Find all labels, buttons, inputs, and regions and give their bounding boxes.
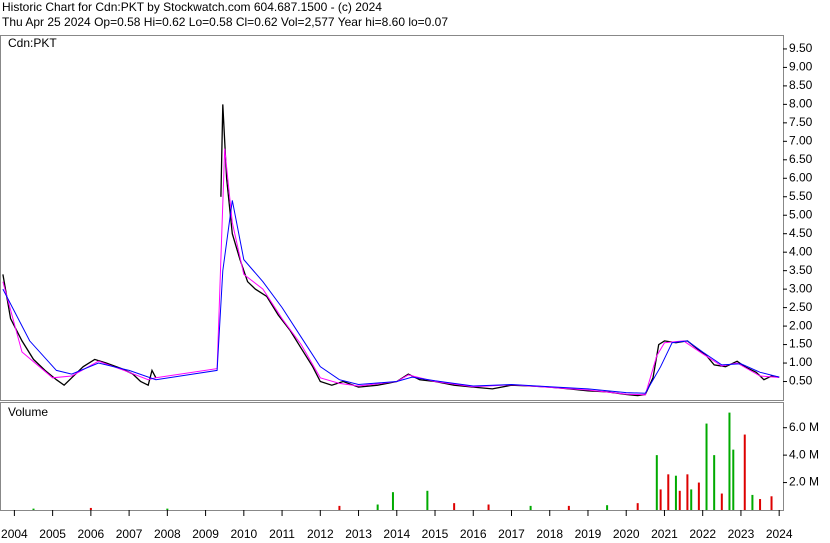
x-tick-label: 2011 [269,527,295,541]
y-tick-label: 7.00 [789,133,813,147]
volume-bar [606,505,609,510]
volume-bar [697,482,700,510]
volume-bar [453,503,456,510]
y-tick-label: 4.00 [789,244,813,258]
volume-bar [655,455,658,510]
volume-bar [391,492,394,510]
y-tick-label: 2.50 [789,300,813,314]
y-tick-label: 6.0 M [789,420,819,434]
volume-bar [89,507,92,510]
y-tick-label: 4.50 [789,226,813,240]
panel-label: Cdn:PKT [8,36,57,50]
y-tick-label: 0.50 [789,374,813,388]
x-tick-label: 2009 [192,527,219,541]
x-tick-label: 2020 [613,527,640,541]
y-tick-label: 1.00 [789,355,813,369]
x-tick-label: 2010 [230,527,257,541]
x-tick-label: 2016 [460,527,487,541]
x-tick-label: 2004 [1,527,28,541]
y-tick-label: 2.0 M [789,475,819,489]
x-tick-label: 2019 [575,527,602,541]
y-tick-label: 3.00 [789,281,813,295]
y-tick-label: 6.50 [789,152,813,166]
volume-bar [690,489,693,510]
volume-bar [636,503,639,510]
volume-bar [728,412,731,510]
volume-bar [32,508,35,510]
volume-bar [713,455,716,510]
volume-bar [567,505,570,510]
x-tick-label: 2015 [422,527,449,541]
volume-bar [376,504,379,510]
x-tick-label: 2017 [498,527,525,541]
volume-bar [751,494,754,510]
price-line [2,200,780,394]
x-tick-label: 2014 [383,527,410,541]
chart-subtitle: Thu Apr 25 2024 Op=0.58 Hi=0.62 Lo=0.58 … [2,15,448,29]
x-tick-label: 2013 [345,527,372,541]
volume-bar [487,504,490,510]
price-line [2,148,780,396]
volume-bar [667,474,670,510]
volume-bar [426,490,429,510]
volume-bar [338,505,341,510]
y-tick-label: 5.00 [789,207,813,221]
volume-bar [720,493,723,510]
volume-bar [743,434,746,510]
volume-bar [686,474,689,510]
y-tick-label: 5.50 [789,189,813,203]
volume-bar [705,423,708,510]
y-tick-label: 8.50 [789,78,813,92]
volume-bar [529,505,532,510]
y-tick-label: 3.50 [789,263,813,277]
volume-bar [678,490,681,510]
volume-bar [166,508,169,510]
x-tick-label: 2012 [307,527,334,541]
y-tick-label: 9.00 [789,60,813,74]
volume-bar [732,449,735,510]
chart-title: Historic Chart for Cdn:PKT by Stockwatch… [2,0,382,14]
x-tick-label: 2008 [154,527,181,541]
panel-label: Volume [8,405,48,419]
price-panel [0,35,784,401]
x-tick-label: 2006 [78,527,105,541]
x-tick-label: 2018 [536,527,563,541]
y-tick-label: 9.50 [789,41,813,55]
y-tick-label: 8.00 [789,97,813,111]
y-tick-label: 4.0 M [789,447,819,461]
y-tick-label: 7.50 [789,115,813,129]
y-tick-label: 2.00 [789,318,813,332]
volume-bar [759,499,762,510]
x-tick-label: 2007 [116,527,143,541]
x-tick-label: 2023 [728,527,755,541]
y-tick-label: 1.50 [789,337,813,351]
x-tick-label: 2021 [651,527,678,541]
volume-bar [659,489,662,510]
volume-bar [770,496,773,510]
x-tick-label: 2022 [689,527,716,541]
x-tick-label: 2024 [766,527,793,541]
volume-bar [674,475,677,510]
y-tick-label: 6.00 [789,170,813,184]
x-tick-label: 2005 [39,527,66,541]
